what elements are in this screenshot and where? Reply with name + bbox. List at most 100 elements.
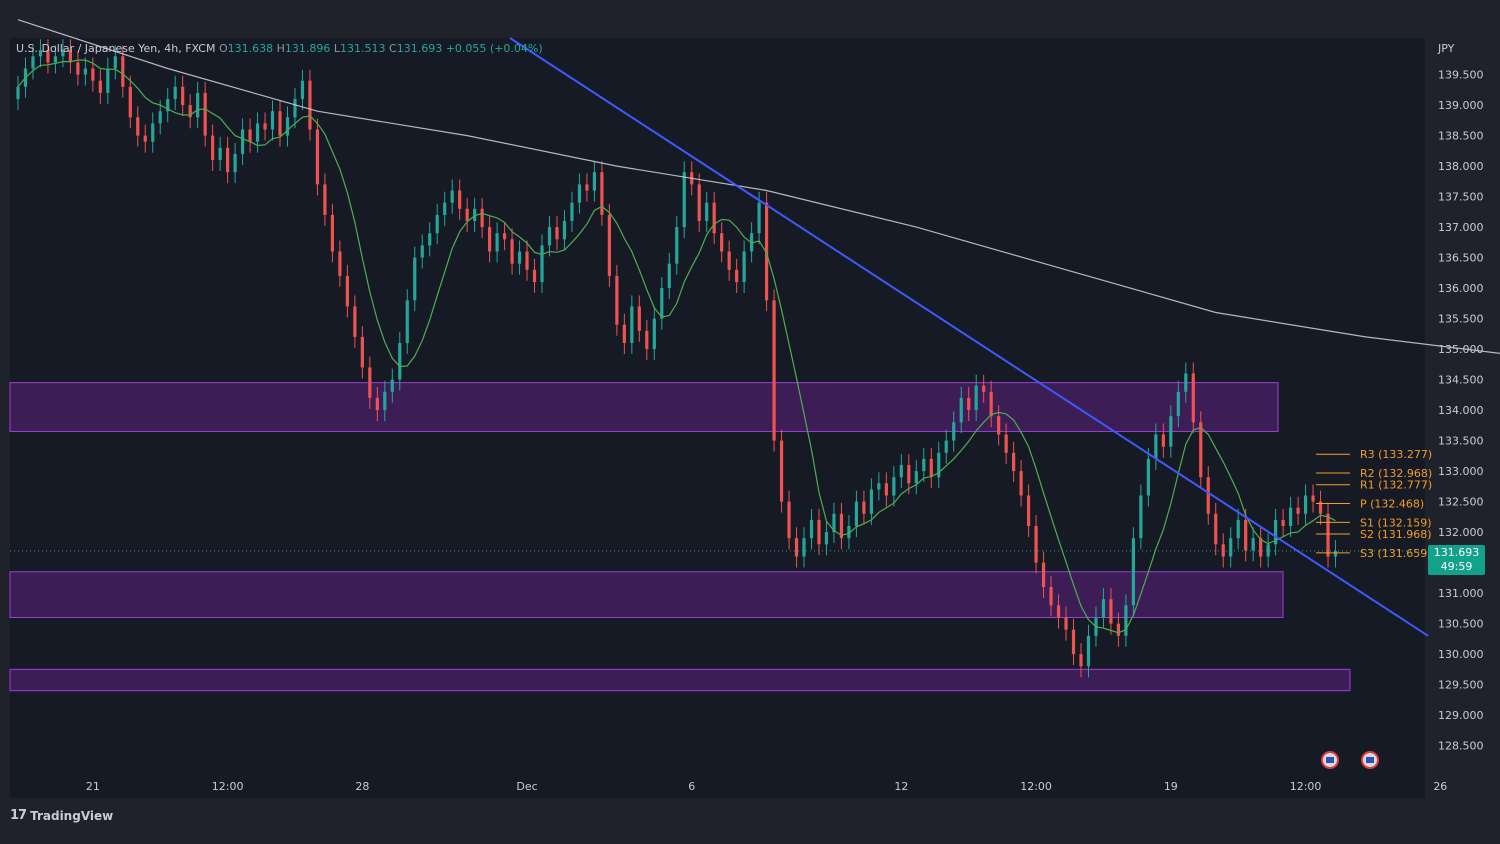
candle-body	[323, 184, 327, 215]
candle-body	[1161, 434, 1165, 447]
candle-body	[944, 440, 948, 453]
x-axis-tick-label: 12:00	[1020, 780, 1052, 793]
pivot-label: R1 (132.777)	[1360, 479, 1432, 492]
candle-body	[982, 385, 986, 392]
candle-body	[525, 251, 529, 270]
candle-body	[607, 214, 611, 276]
candle-body	[1012, 452, 1016, 472]
candle-body	[181, 86, 185, 106]
candle-body	[1274, 519, 1278, 545]
candle-body	[1131, 538, 1135, 606]
candle-body	[989, 391, 993, 417]
candle-body	[1214, 513, 1218, 545]
y-axis-currency-label: JPY	[1437, 42, 1455, 55]
y-axis-tick-label: 139.000	[1438, 99, 1484, 112]
candle-body	[1139, 495, 1143, 539]
candle-body	[390, 379, 394, 392]
candle-body	[255, 123, 260, 142]
pivot-label: S3 (131.659)	[1360, 547, 1432, 560]
open-value: 131.638	[227, 42, 274, 55]
candle-body	[854, 501, 859, 526]
candle-body	[405, 300, 409, 343]
candle-body	[517, 251, 522, 264]
candle-body	[682, 172, 686, 228]
descending-trendline	[509, 37, 1429, 637]
candle-body	[143, 135, 147, 142]
candle-body	[83, 68, 87, 75]
candle-body	[91, 68, 95, 81]
candle-body	[675, 227, 679, 264]
pivot-label: P (132.468)	[1360, 498, 1424, 511]
y-axis-tick-label: 133.500	[1438, 435, 1484, 448]
candle-body	[735, 269, 739, 282]
candle-body	[974, 385, 978, 411]
candle-body	[847, 526, 851, 539]
bar-countdown: 49:59	[1440, 560, 1473, 573]
candle-body	[757, 202, 761, 234]
y-axis-tick-label: 134.500	[1438, 374, 1484, 387]
x-axis-tick-label: Dec	[516, 780, 537, 793]
candle-body	[1176, 391, 1180, 417]
y-axis-tick-label: 131.000	[1438, 587, 1484, 600]
x-axis-tick-label: 28	[355, 780, 369, 793]
candle-body	[585, 184, 589, 191]
candle-body	[1034, 526, 1038, 563]
x-axis-tick-label: 19	[1164, 780, 1178, 793]
candle-body	[907, 465, 911, 484]
candle-body	[1191, 373, 1195, 423]
candle-body	[1041, 562, 1046, 587]
candle-body	[233, 153, 237, 173]
candle-body	[622, 324, 626, 343]
candle-body	[1116, 623, 1121, 636]
candle-body	[1109, 599, 1113, 624]
candle-body	[1079, 654, 1083, 667]
candle-body	[76, 62, 80, 75]
candle-body	[742, 251, 746, 282]
candle-body	[420, 245, 424, 258]
candle-body	[203, 92, 207, 136]
us-flag-event-icon[interactable]	[1321, 751, 1339, 769]
candle-body	[1026, 495, 1031, 526]
candle-body	[368, 367, 372, 398]
candle-body	[667, 263, 671, 289]
pivot-label: S1 (132.159)	[1360, 516, 1432, 529]
candle-body	[637, 306, 641, 331]
candle-body	[869, 489, 873, 514]
y-axis-tick-label: 129.000	[1438, 709, 1484, 722]
candle-body	[1266, 544, 1270, 557]
candle-body	[450, 190, 454, 203]
candle-body	[211, 135, 215, 160]
tradingview-footer[interactable]: 17 TradingView	[10, 808, 113, 823]
pivot-label: R2 (132.968)	[1360, 467, 1432, 480]
x-axis-tick-label: 12:00	[1290, 780, 1322, 793]
candle-body	[1199, 422, 1203, 478]
low-label: L	[333, 42, 341, 55]
candle-body	[353, 306, 357, 337]
close-value: 131.693	[396, 42, 443, 55]
y-axis-tick-label: 136.500	[1438, 252, 1484, 265]
candle-body	[1303, 495, 1308, 514]
candle-body	[413, 257, 417, 301]
candle-body	[720, 233, 724, 252]
moving-average-slow	[17, 19, 1500, 354]
current-price-badge: 131.693 49:59	[1428, 545, 1485, 575]
candle-body	[338, 251, 342, 276]
us-flag-event-icon[interactable]	[1361, 751, 1379, 769]
candle-body	[1071, 629, 1076, 655]
candle-body	[293, 99, 297, 118]
high-value: 131.896	[284, 42, 331, 55]
candle-body	[615, 275, 619, 325]
candle-body	[173, 86, 177, 99]
candle-body	[300, 80, 305, 99]
candle-body	[121, 56, 125, 87]
candle-body	[922, 458, 926, 472]
candle-body	[787, 501, 791, 539]
candle-body	[1004, 434, 1008, 453]
y-axis-tick-label: 134.000	[1438, 404, 1484, 417]
candle-body	[959, 397, 963, 423]
x-axis-tick-label: 26	[1433, 780, 1447, 793]
support-resistance-zone	[9, 668, 1351, 692]
candle-body	[16, 86, 20, 99]
